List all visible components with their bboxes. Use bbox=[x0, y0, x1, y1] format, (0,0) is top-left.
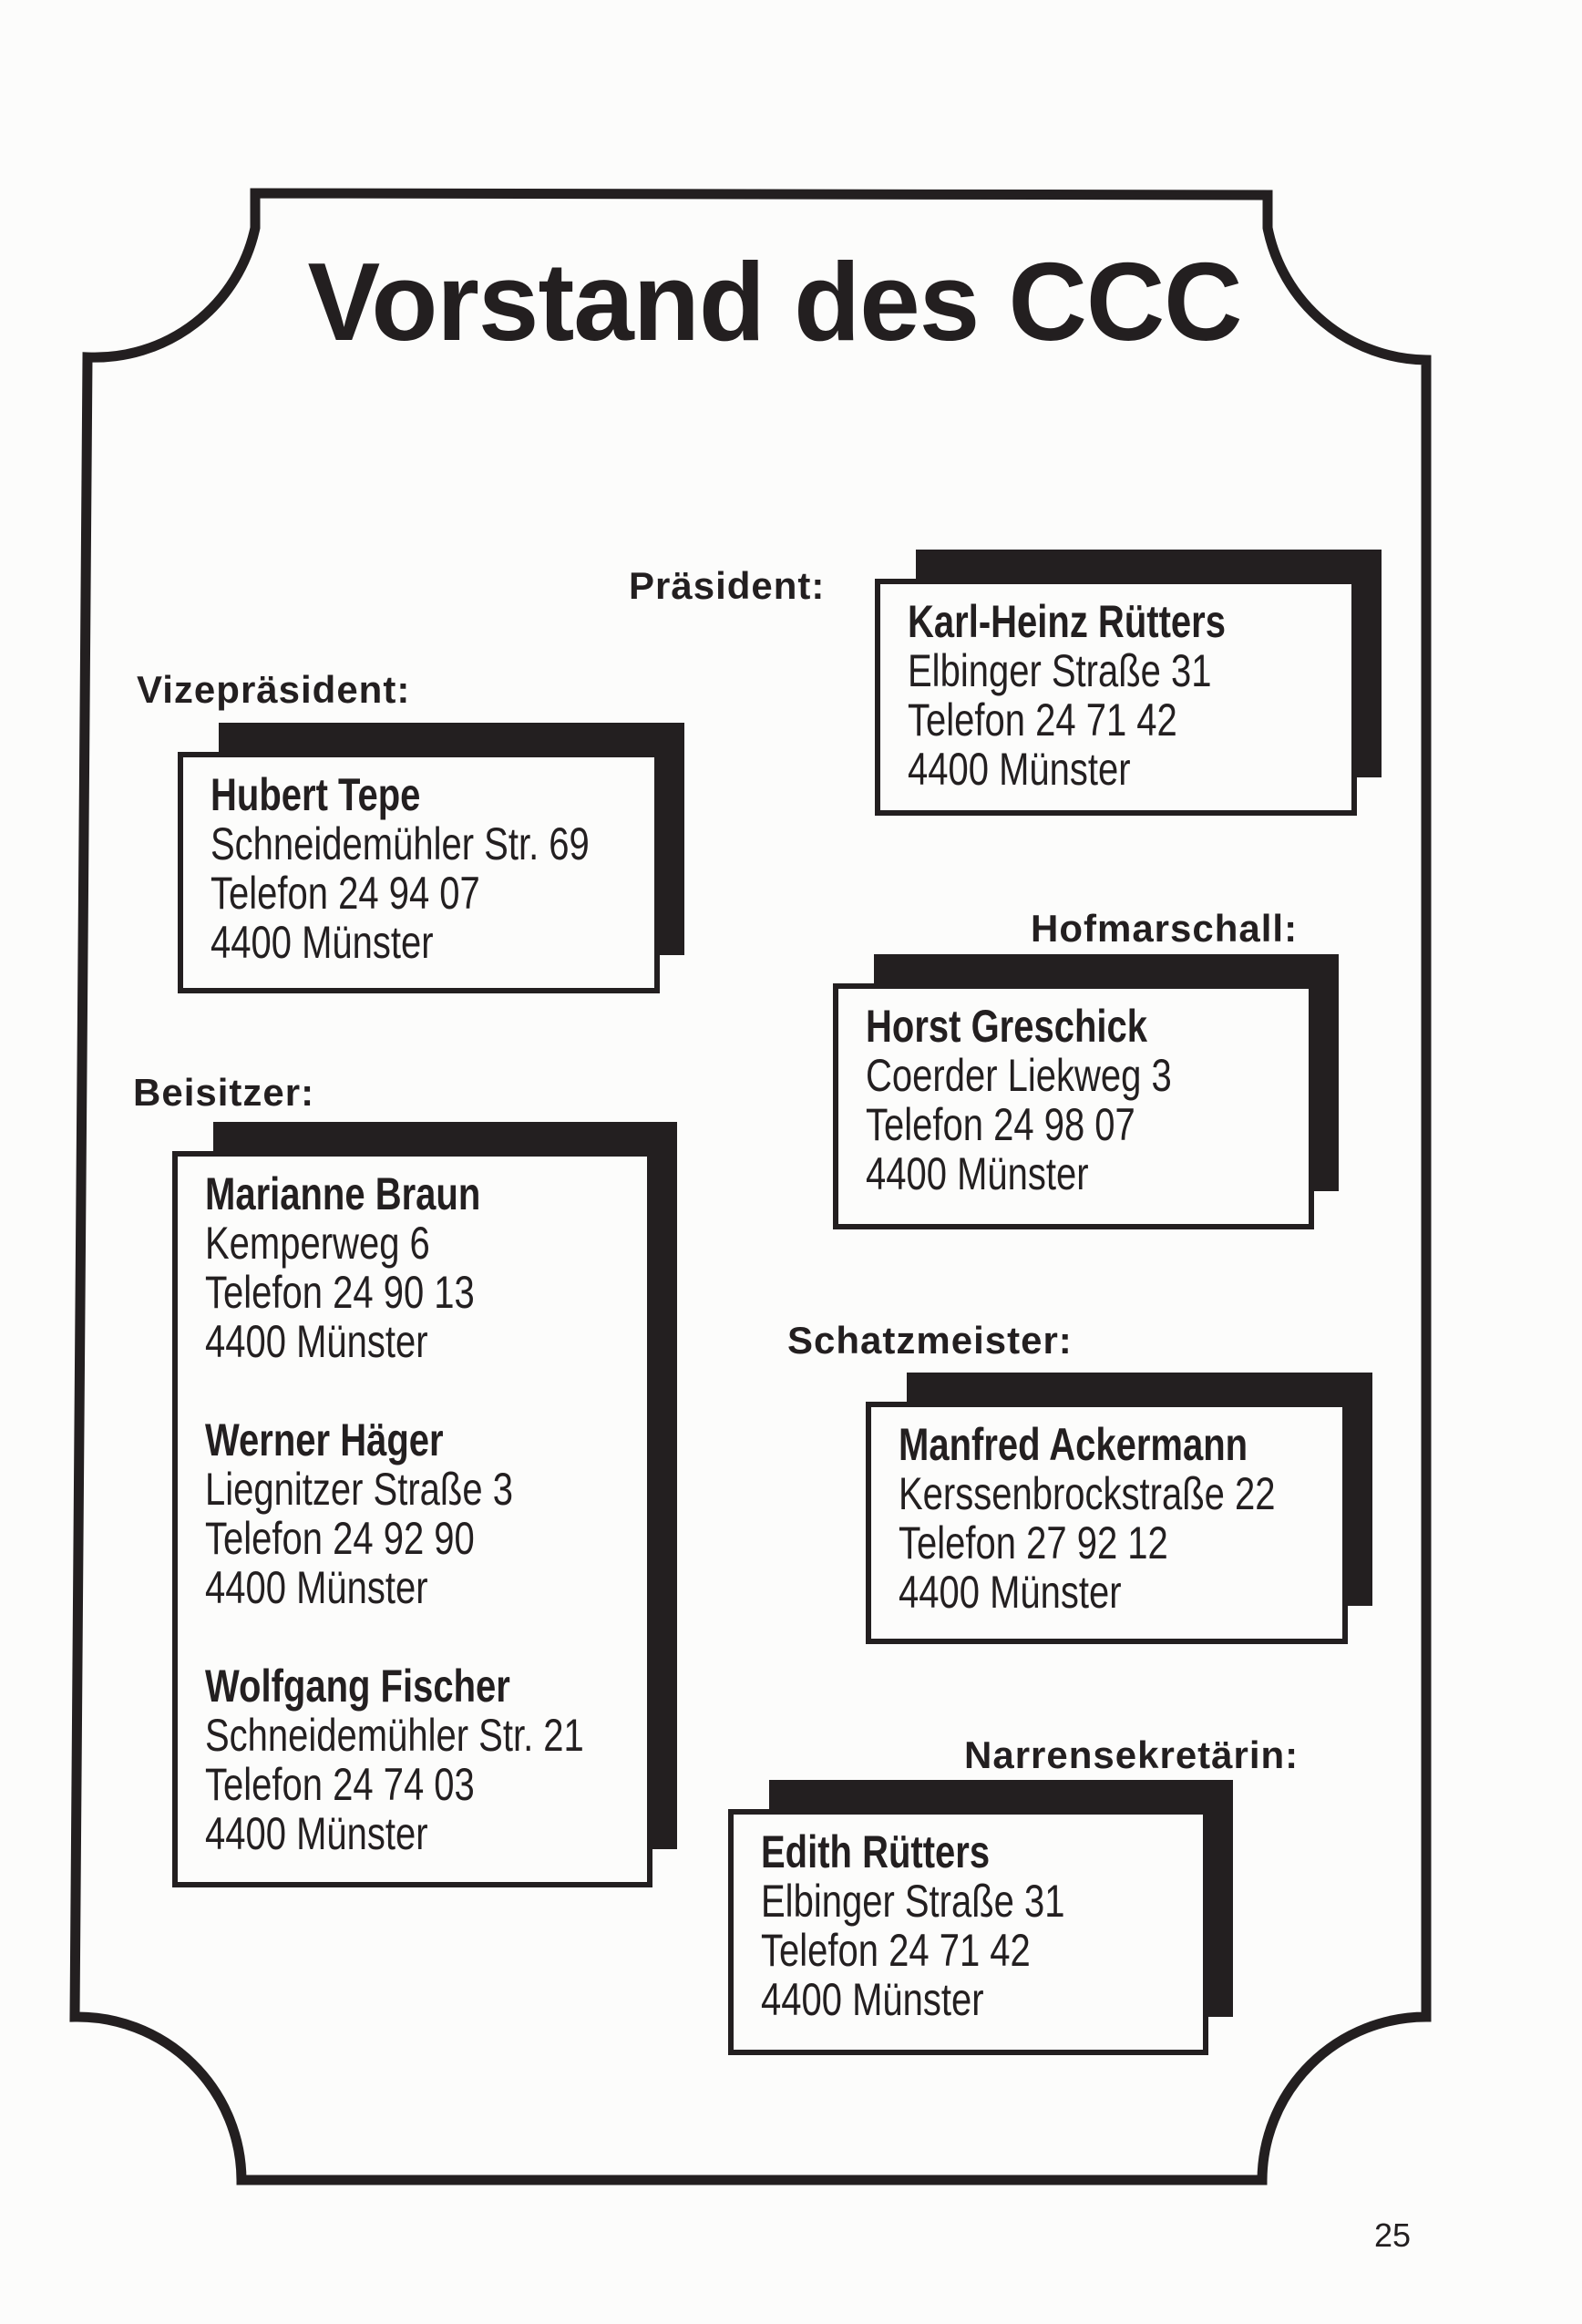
contact-phone: Telefon 24 71 42 bbox=[908, 694, 1177, 746]
contact-phone: Telefon 27 92 12 bbox=[899, 1517, 1168, 1568]
vizepraesident-card: Hubert Tepe Schneidemühler Str. 69 Telef… bbox=[178, 723, 684, 993]
contact-phone: Telefon 24 71 42 bbox=[761, 1925, 1031, 1976]
contact-city: 4400 Münster bbox=[205, 1316, 428, 1367]
contact-name: Wolfgang Fischer bbox=[205, 1661, 510, 1712]
vizepraesident-label: Vizepräsident: bbox=[137, 668, 411, 711]
contact-city: 4400 Münster bbox=[761, 1974, 984, 2025]
contact-name: Hubert Tepe bbox=[211, 769, 421, 820]
contact-name: Karl-Heinz Rütters bbox=[908, 596, 1226, 647]
contact-phone: Telefon 24 74 03 bbox=[205, 1759, 475, 1810]
contact-city: 4400 Münster bbox=[211, 917, 434, 968]
hofmarschall-card: Horst Greschick Coerder Liekweg 3 Telefo… bbox=[833, 954, 1339, 1229]
contact-street: Schneidemühler Str. 69 bbox=[211, 818, 590, 869]
hofmarschall-label: Hofmarschall: bbox=[1031, 907, 1299, 950]
page-title: Vorstand des CCC bbox=[307, 240, 1242, 364]
contact-city: 4400 Münster bbox=[205, 1562, 428, 1613]
page-number: 25 bbox=[1374, 2216, 1412, 2254]
contact-phone: Telefon 24 90 13 bbox=[205, 1267, 475, 1318]
contact-phone: Telefon 24 92 90 bbox=[205, 1513, 475, 1564]
contact-city: 4400 Münster bbox=[866, 1148, 1089, 1199]
contact-phone: Telefon 24 98 07 bbox=[866, 1099, 1135, 1150]
beisitzer-card: Marianne Braun Kemperweg 6 Telefon 24 90… bbox=[172, 1122, 677, 1887]
contact-name: Edith Rütters bbox=[761, 1826, 991, 1877]
narrensekretaerin-label: Narrensekretärin: bbox=[964, 1733, 1300, 1776]
contact-city: 4400 Münster bbox=[205, 1808, 428, 1859]
narrensekretaerin-card: Edith Rütters Elbinger Straße 31 Telefon… bbox=[728, 1780, 1233, 2055]
contact-name: Werner Häger bbox=[205, 1414, 444, 1465]
praesident-card: Karl-Heinz Rütters Elbinger Straße 31 Te… bbox=[875, 550, 1382, 816]
contact-street: Liegnitzer Straße 3 bbox=[205, 1464, 513, 1515]
beisitzer-label: Beisitzer: bbox=[133, 1071, 315, 1114]
contact-street: Kemperweg 6 bbox=[205, 1218, 430, 1269]
contact-street: Kerssenbrockstraße 22 bbox=[899, 1468, 1276, 1519]
contact-city: 4400 Münster bbox=[899, 1567, 1122, 1618]
praesident-label: Präsident: bbox=[629, 564, 826, 607]
schatzmeister-card: Manfred Ackermann Kerssenbrockstraße 22 … bbox=[866, 1373, 1372, 1644]
contact-name: Horst Greschick bbox=[866, 1001, 1148, 1052]
contact-city: 4400 Münster bbox=[908, 744, 1131, 795]
contact-street: Elbinger Straße 31 bbox=[761, 1876, 1065, 1927]
contact-street: Coerder Liekweg 3 bbox=[866, 1050, 1172, 1101]
contact-phone: Telefon 24 94 07 bbox=[211, 868, 480, 919]
contact-street: Schneidemühler Str. 21 bbox=[205, 1710, 584, 1761]
schatzmeister-label: Schatzmeister: bbox=[787, 1319, 1073, 1362]
contact-name: Manfred Ackermann bbox=[899, 1419, 1248, 1470]
contact-name: Marianne Braun bbox=[205, 1168, 481, 1219]
contact-street: Elbinger Straße 31 bbox=[908, 645, 1212, 696]
